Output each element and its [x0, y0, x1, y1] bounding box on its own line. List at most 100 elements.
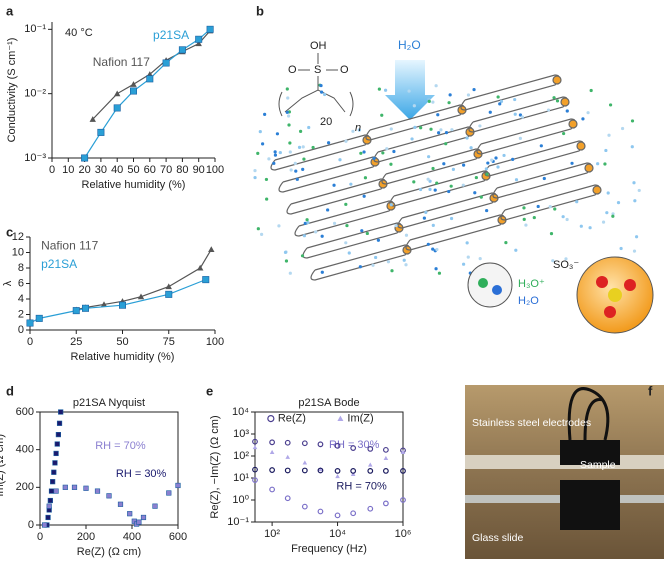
ion — [344, 241, 348, 245]
data-point — [400, 449, 406, 454]
ion — [394, 223, 398, 228]
x-tick-label: 50 — [116, 336, 128, 348]
ions — [253, 83, 641, 276]
ion — [555, 99, 560, 103]
x-tick-label: 75 — [163, 336, 175, 348]
data-point — [71, 484, 78, 490]
ion — [302, 157, 306, 161]
y-tick-label: 10⁻³ — [24, 152, 46, 164]
ion — [412, 104, 416, 108]
data-point — [51, 469, 57, 475]
data-point — [252, 444, 258, 450]
y-tick-label: 10⁰ — [232, 494, 249, 506]
ion — [496, 95, 500, 99]
data-point — [81, 154, 89, 162]
data-point — [55, 431, 61, 438]
ion — [565, 217, 569, 222]
chain — [310, 244, 410, 281]
ion — [472, 87, 476, 92]
ion — [402, 258, 406, 262]
y-tick-label: 10² — [233, 450, 249, 462]
ion — [426, 242, 430, 246]
ion — [413, 125, 417, 130]
ion — [332, 183, 336, 187]
y-tick-label: 10³ — [233, 428, 249, 440]
ion — [256, 227, 260, 231]
ion — [358, 265, 362, 269]
ion — [258, 130, 262, 134]
ion — [539, 144, 543, 148]
ion — [447, 101, 451, 105]
x-tick-label: 90 — [193, 164, 205, 176]
data-point — [113, 104, 121, 112]
ion — [549, 232, 554, 236]
structure-label: S — [314, 64, 321, 76]
data-point — [382, 500, 389, 507]
ion — [286, 96, 290, 100]
photo-label: Sample — [580, 459, 616, 471]
ion — [611, 214, 615, 218]
ion — [344, 139, 348, 143]
ion — [344, 202, 348, 206]
ion — [473, 191, 477, 195]
panel-label: d — [6, 383, 14, 398]
chain — [286, 178, 386, 215]
panel-label: e — [206, 383, 213, 398]
data-point — [117, 501, 124, 507]
x-axis-label: Relative humidity (%) — [71, 351, 175, 363]
ion — [465, 136, 469, 140]
x-axis-label: Frequency (Hz) — [291, 543, 367, 555]
data-point — [165, 283, 172, 290]
series-line — [29, 279, 206, 324]
data-point — [152, 503, 158, 509]
data-point — [53, 488, 59, 494]
ion — [605, 211, 609, 215]
legend-label: Re(Z) — [278, 413, 306, 425]
ion — [608, 103, 613, 107]
data-point — [58, 409, 64, 415]
data-point — [47, 497, 53, 504]
ion — [302, 234, 307, 238]
data-point — [52, 460, 58, 466]
ion — [362, 194, 366, 198]
ion — [404, 263, 408, 267]
y-tick-label: 10⁴ — [232, 406, 249, 418]
ion — [451, 167, 455, 171]
ion — [332, 221, 337, 225]
data-point — [114, 90, 121, 97]
ion — [474, 175, 478, 180]
ion — [588, 226, 592, 230]
ion — [287, 123, 291, 127]
data-point — [400, 497, 406, 503]
photo — [465, 385, 664, 559]
ion — [448, 93, 452, 97]
y-tick-label: 4 — [18, 293, 24, 305]
ion — [504, 241, 508, 245]
data-point — [140, 514, 147, 521]
hydronium-label: H₃O⁺ — [518, 278, 545, 290]
ion — [264, 177, 269, 182]
ion — [286, 114, 291, 118]
annotation: RH = 70% — [95, 440, 146, 452]
data-point — [106, 493, 112, 499]
ion — [518, 113, 523, 117]
ion — [320, 270, 324, 274]
ion — [633, 199, 637, 203]
ion — [465, 241, 469, 245]
ion — [434, 267, 438, 271]
ion — [496, 165, 500, 169]
ion — [462, 163, 466, 167]
ion — [502, 153, 506, 158]
ion — [407, 89, 411, 93]
sulfonate-bead — [592, 185, 602, 195]
data-point — [35, 314, 43, 322]
ion — [273, 150, 277, 154]
x-tick-label: 100 — [206, 164, 224, 176]
ion — [427, 99, 431, 103]
ion — [297, 145, 302, 149]
ion — [288, 150, 292, 154]
ion — [486, 161, 490, 165]
data-point — [317, 508, 324, 515]
ion — [511, 157, 515, 161]
ion — [347, 251, 351, 255]
